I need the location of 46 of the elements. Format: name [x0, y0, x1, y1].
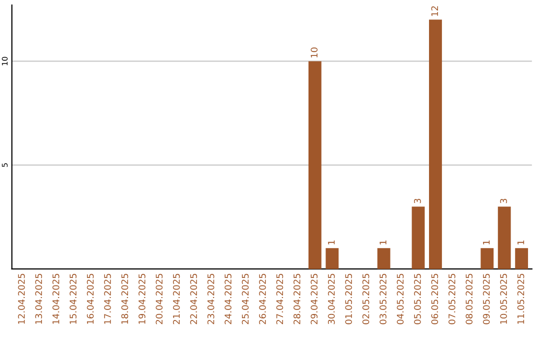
- data-label: 10: [310, 48, 318, 58]
- x-tick-label: 26.04.2025: [259, 274, 266, 324]
- x-tick-label: 22.04.2025: [190, 274, 198, 324]
- x-tick-label: 02.05.2025: [362, 274, 370, 324]
- x-tick-label: 15.04.2025: [70, 274, 76, 324]
- x-tick-label: 13.04.2025: [35, 274, 42, 324]
- x-tick-label: 01.05.2025: [345, 274, 352, 324]
- x-tick-label: 20.04.2025: [156, 274, 163, 324]
- bar: [498, 206, 511, 269]
- x-tick-label: 11.05.2025: [517, 274, 524, 324]
- bar: [480, 248, 494, 269]
- x-tick-label: 06.05.2025: [431, 274, 438, 324]
- data-label: 1: [328, 240, 335, 244]
- x-tick-label: 05.05.2025: [414, 274, 421, 324]
- x-tick-label: 10.05.2025: [500, 274, 507, 324]
- x-tick-label: 29.04.2025: [310, 274, 318, 324]
- x-tick-label: 25.04.2025: [242, 274, 249, 324]
- x-tick-label: 30.04.2025: [328, 274, 335, 324]
- x-tick-label: 14.04.2025: [52, 274, 60, 324]
- bar: [412, 206, 425, 269]
- x-tick-label: 27.04.2025: [276, 274, 284, 324]
- data-label: 1: [517, 240, 524, 244]
- x-tick-label: 08.05.2025: [466, 274, 473, 324]
- x-tick-label: 21.04.2025: [172, 274, 180, 324]
- bar: [308, 61, 322, 269]
- x-tick-label: 28.04.2025: [294, 274, 300, 324]
- data-label: 1: [483, 240, 490, 244]
- bar: [429, 20, 442, 269]
- x-tick-label: 04.05.2025: [396, 274, 404, 324]
- x-tick-label: 24.04.2025: [224, 274, 232, 324]
- bar: [377, 248, 390, 269]
- x-tick-label: 09.05.2025: [482, 274, 490, 324]
- data-label: 12: [431, 6, 438, 16]
- x-tick-label: 16.04.2025: [86, 274, 94, 324]
- data-label: 1: [380, 240, 386, 244]
- x-tick-label: 18.04.2025: [121, 274, 128, 324]
- x-tick-label: 19.04.2025: [138, 274, 146, 324]
- data-label: 3: [414, 198, 421, 204]
- data-label: 3: [500, 198, 507, 204]
- bar: [326, 248, 339, 269]
- x-tick-label: 12.04.2025: [18, 274, 25, 324]
- x-tick-label: 17.04.2025: [104, 274, 111, 324]
- x-tick-label: 23.04.2025: [207, 274, 214, 324]
- x-tick-label: 03.05.2025: [380, 274, 386, 324]
- bar: [515, 248, 528, 269]
- x-tick-label: 07.05.2025: [448, 274, 456, 324]
